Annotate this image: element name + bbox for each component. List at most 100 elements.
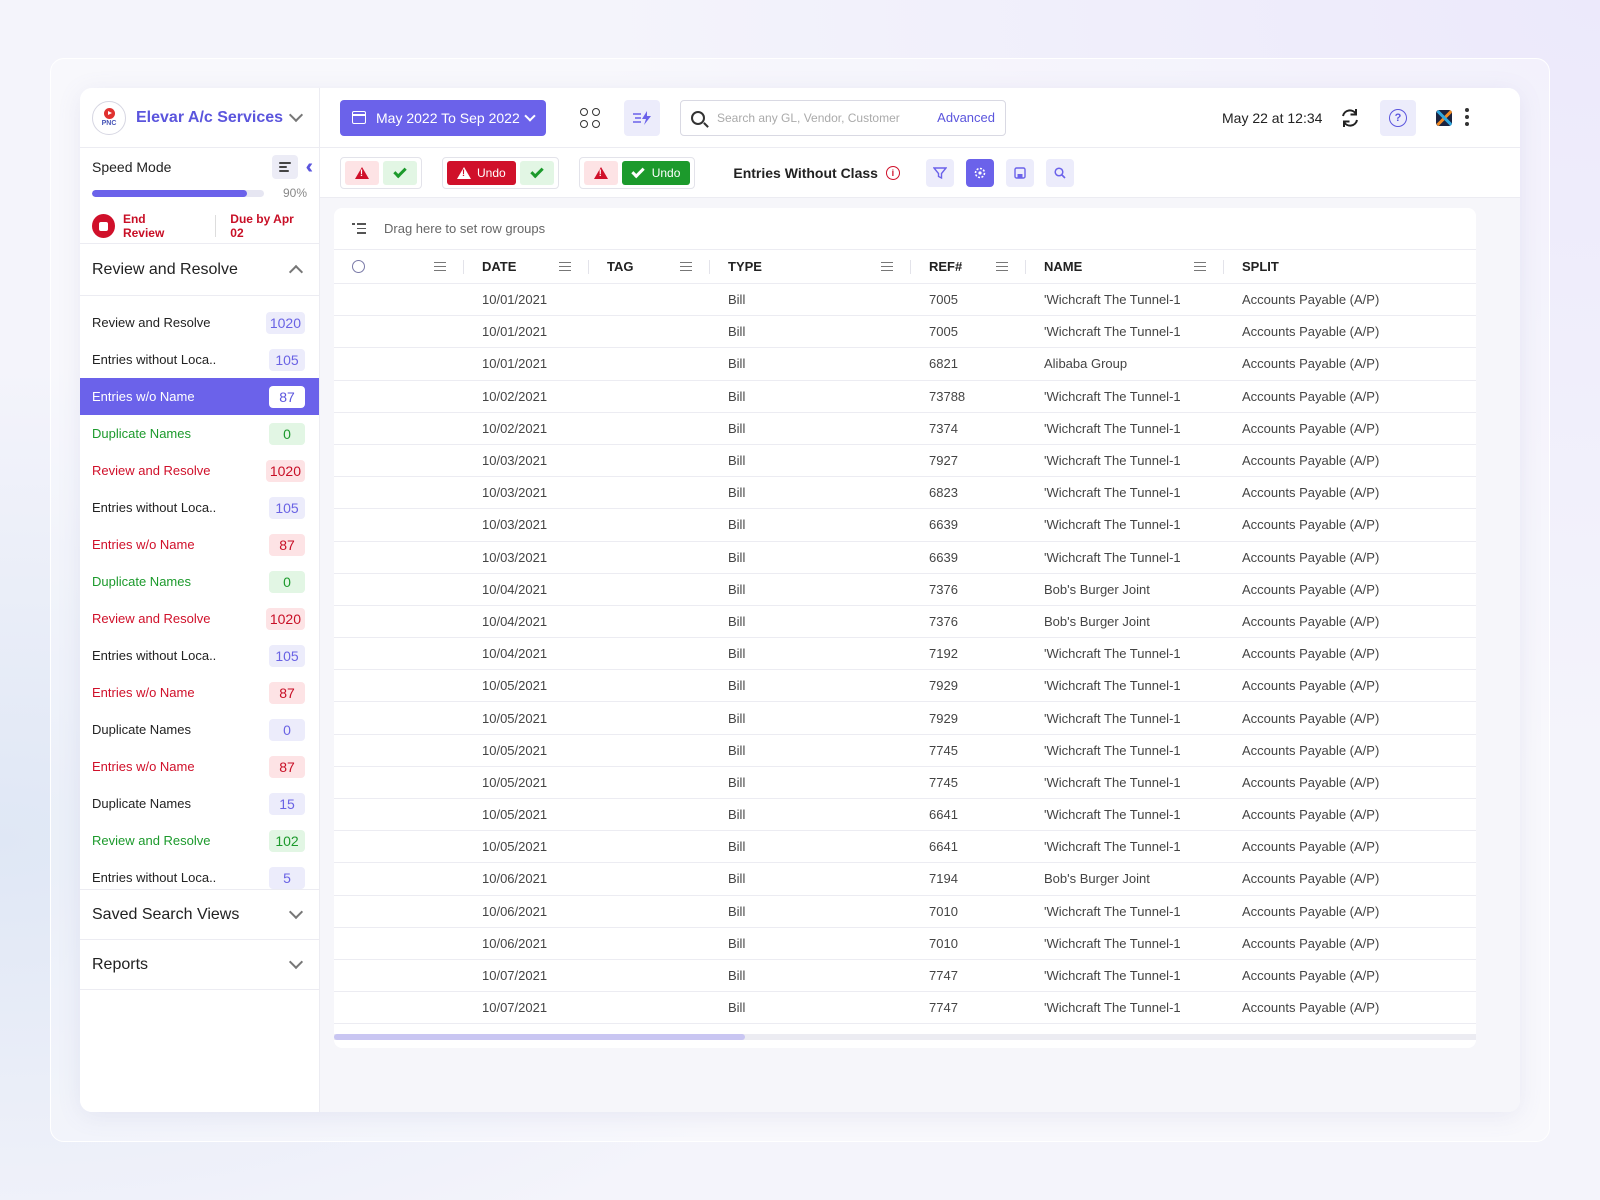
sidebar-item[interactable]: Entries w/o Name 87: [80, 748, 319, 785]
row-select-cell[interactable]: [334, 284, 464, 315]
date-column-header[interactable]: DATE: [464, 250, 589, 283]
advanced-search-link[interactable]: Advanced: [937, 110, 995, 125]
save-button[interactable]: [1005, 158, 1034, 187]
table-row[interactable]: 10/06/2021 Bill 7194 Bob's Burger Joint Acco…: [334, 863, 1476, 896]
sidebar-item[interactable]: Duplicate Names 15: [80, 785, 319, 822]
column-separator[interactable]: [1223, 260, 1224, 274]
row-select-cell[interactable]: [334, 381, 464, 412]
row-select-cell[interactable]: [334, 348, 464, 379]
more-options-icon[interactable]: [1465, 108, 1469, 126]
row-select-cell[interactable]: [334, 477, 464, 508]
table-row[interactable]: 10/04/2021 Bill 7376 Bob's Burger Joint Acco…: [334, 606, 1476, 639]
table-row[interactable]: 10/03/2021 Bill 7927 'Wichcraft The Tunnel-…: [334, 445, 1476, 478]
integration-app-icon[interactable]: [1436, 110, 1452, 126]
table-row[interactable]: 10/05/2021 Bill 6641 'Wichcraft The Tunnel-…: [334, 831, 1476, 864]
column-menu-icon[interactable]: [1194, 262, 1206, 271]
table-row[interactable]: 10/01/2021 Bill 7005 'Wichcraft The Tunnel-…: [334, 284, 1476, 317]
row-select-cell[interactable]: [334, 638, 464, 669]
row-select-cell[interactable]: [334, 767, 464, 798]
column-separator[interactable]: [709, 260, 710, 274]
row-select-cell[interactable]: [334, 896, 464, 927]
split-column-header[interactable]: SPLIT: [1224, 250, 1476, 283]
table-row[interactable]: 10/06/2021 Bill 7010 'Wichcraft The Tunnel-…: [334, 928, 1476, 960]
table-row[interactable]: 10/03/2021 Bill 6823 'Wichcraft The Tunnel-…: [334, 477, 1476, 510]
table-row[interactable]: 10/05/2021 Bill 6641 'Wichcraft The Tunnel-…: [334, 799, 1476, 832]
brand-header[interactable]: PNC Elevar A/c Services: [80, 88, 319, 148]
refresh-icon[interactable]: [1338, 106, 1362, 130]
column-menu-icon[interactable]: [434, 262, 446, 271]
row-select-cell[interactable]: [334, 542, 464, 573]
sidebar-item[interactable]: Entries w/o Name 87: [80, 674, 319, 711]
table-row[interactable]: 10/03/2021 Bill 6639 'Wichcraft The Tunnel-…: [334, 509, 1476, 542]
row-select-cell[interactable]: [334, 574, 464, 605]
sidebar-item[interactable]: Review and Resolve 1020: [80, 600, 319, 637]
stop-icon[interactable]: [92, 214, 115, 238]
approve-button[interactable]: [383, 160, 417, 185]
ref-column-header[interactable]: REF#: [911, 250, 1026, 283]
flag-button[interactable]: [345, 160, 379, 185]
table-row[interactable]: 10/03/2021 Bill 6639 'Wichcraft The Tunnel-…: [334, 542, 1476, 574]
table-row[interactable]: 10/01/2021 Bill 7005 'Wichcraft The Tunnel-…: [334, 316, 1476, 349]
column-separator[interactable]: [463, 260, 464, 274]
approve-button[interactable]: [519, 160, 554, 185]
row-select-cell[interactable]: [334, 606, 464, 637]
chevron-down-icon[interactable]: [288, 107, 304, 123]
row-select-cell[interactable]: [334, 445, 464, 476]
column-menu-icon[interactable]: [559, 262, 571, 271]
row-select-cell[interactable]: [334, 509, 464, 540]
row-select-cell[interactable]: [334, 799, 464, 830]
table-row[interactable]: 10/01/2021 Bill 6821 Alibaba Group Accounts …: [334, 348, 1476, 381]
row-select-cell[interactable]: [334, 928, 464, 959]
select-column-header[interactable]: [334, 250, 464, 283]
row-select-cell[interactable]: [334, 992, 464, 1023]
column-separator[interactable]: [910, 260, 911, 274]
review-section-header[interactable]: Review and Resolve: [80, 244, 319, 296]
saved-search-views-header[interactable]: Saved Search Views: [80, 890, 319, 940]
table-row[interactable]: 10/07/2021 Bill 7747 'Wichcraft The Tunnel-…: [334, 960, 1476, 993]
table-row[interactable]: 10/05/2021 Bill 7929 'Wichcraft The Tunnel-…: [334, 670, 1476, 703]
row-select-cell[interactable]: [334, 670, 464, 701]
search-button[interactable]: [1045, 158, 1074, 187]
collapse-sidebar-icon[interactable]: ‹‹: [305, 156, 315, 178]
column-menu-icon[interactable]: [680, 262, 692, 271]
sidebar-item[interactable]: Entries without Loca.. 105: [80, 489, 319, 526]
info-icon[interactable]: i: [885, 165, 900, 180]
row-select-cell[interactable]: [334, 413, 464, 444]
sidebar-item[interactable]: Entries without Loca.. 105: [80, 637, 319, 674]
row-select-cell[interactable]: [334, 960, 464, 991]
chevron-up-icon[interactable]: [288, 264, 304, 280]
undo-approve-button[interactable]: Undo: [621, 160, 691, 185]
sidebar-item[interactable]: Review and Resolve 1020: [80, 452, 319, 489]
flag-button[interactable]: [583, 160, 618, 185]
undo-flag-button[interactable]: Undo: [447, 160, 516, 185]
search-box[interactable]: Advanced: [680, 99, 1006, 136]
end-review-button[interactable]: End Review: [122, 212, 165, 240]
column-menu-icon[interactable]: [881, 262, 893, 271]
scrollbar-thumb[interactable]: [334, 1034, 746, 1040]
help-button[interactable]: ?: [1380, 100, 1416, 136]
apps-grid-icon[interactable]: [572, 100, 608, 136]
column-separator[interactable]: [1025, 260, 1026, 274]
row-select-cell[interactable]: [334, 316, 464, 347]
name-column-header[interactable]: NAME: [1026, 250, 1224, 283]
chevron-down-icon[interactable]: [288, 954, 304, 970]
date-range-button[interactable]: May 2022 To Sep 2022: [340, 99, 546, 136]
row-select-cell[interactable]: [334, 702, 464, 733]
table-row[interactable]: 10/05/2021 Bill 7745 'Wichcraft The Tunnel-…: [334, 767, 1476, 799]
table-row[interactable]: 10/02/2021 Bill 73788 'Wichcraft The Tunnel…: [334, 381, 1476, 413]
sidebar-item[interactable]: Review and Resolve 102: [80, 822, 319, 859]
row-select-cell[interactable]: [334, 735, 464, 766]
sidebar-item[interactable]: Entries w/o Name 87: [80, 526, 319, 563]
table-row[interactable]: 10/05/2021 Bill 7929 'Wichcraft The Tunnel-…: [334, 702, 1476, 735]
table-row[interactable]: 10/02/2021 Bill 7374 'Wichcraft The Tunnel-…: [334, 413, 1476, 445]
type-column-header[interactable]: TYPE: [710, 250, 911, 283]
horizontal-scrollbar[interactable]: [334, 1034, 1476, 1040]
sidebar-item[interactable]: Duplicate Names 0: [80, 711, 319, 748]
tag-column-header[interactable]: TAG: [589, 250, 710, 283]
column-menu-icon[interactable]: [996, 262, 1008, 271]
row-select-cell[interactable]: [334, 863, 464, 894]
sidebar-item[interactable]: Duplicate Names 0: [80, 415, 319, 452]
align-left-button[interactable]: [271, 155, 298, 179]
table-row[interactable]: 10/07/2021 Bill 7747 'Wichcraft The Tunnel-…: [334, 992, 1476, 1025]
search-input[interactable]: [717, 110, 938, 125]
